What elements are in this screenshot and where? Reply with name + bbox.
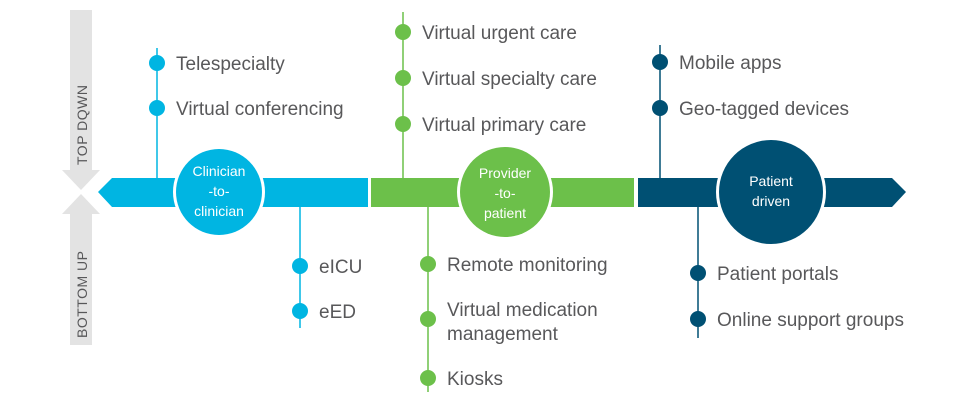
provider-group: Virtual urgent care Virtual specialty car… <box>395 12 608 392</box>
patient-circle <box>719 140 823 244</box>
circle-label: -to- <box>209 183 230 199</box>
bottom-item: eED <box>319 302 356 323</box>
top-item: Virtual primary care <box>422 115 586 136</box>
top-item: Virtual conferencing <box>176 99 344 120</box>
circle-label: driven <box>752 193 790 209</box>
circle-label: Patient <box>749 173 793 189</box>
bottom-item: Remote monitoring <box>447 255 608 276</box>
patient-group: Mobile apps Geo-tagged devices Patient por… <box>652 45 904 338</box>
clinician-group: Telespecialty Virtual conferencing eICU eED… <box>149 48 362 328</box>
bullet-dot <box>149 55 165 71</box>
bullet-dot <box>395 70 411 86</box>
bottom-item: Online support groups <box>717 310 904 331</box>
bottom-item: Virtual medication management <box>447 300 598 345</box>
circle-label: patient <box>484 205 526 221</box>
bottom-item: eICU <box>319 257 362 278</box>
bullet-dot <box>395 116 411 132</box>
bullet-dot <box>420 256 436 272</box>
circle-label: Clinician <box>193 163 246 179</box>
top-item: Virtual specialty care <box>422 69 597 90</box>
bullet-dot <box>420 370 436 386</box>
provider-circle <box>460 147 550 237</box>
bottom-up-arrow: BOTTOM UP <box>62 194 100 345</box>
top-item: Mobile apps <box>679 53 781 74</box>
circle-label: Provider <box>479 165 531 181</box>
bullet-dot <box>690 311 706 327</box>
top-item: Geo-tagged devices <box>679 99 849 120</box>
top-down-arrow: TOP DQWN <box>62 10 100 190</box>
top-item: Virtual urgent care <box>422 23 577 44</box>
bottom-up-label: BOTTOM UP <box>74 251 90 338</box>
bottom-item: Patient portals <box>717 264 838 285</box>
top-item: Telespecialty <box>176 54 285 75</box>
top-down-label: TOP DQWN <box>74 85 90 166</box>
clinician-circle <box>176 149 262 235</box>
bullet-dot <box>652 54 668 70</box>
bullet-dot <box>149 100 165 116</box>
bullet-dot <box>690 265 706 281</box>
bullet-dot <box>292 258 308 274</box>
bullet-dot <box>395 24 411 40</box>
circle-label: -to- <box>495 185 516 201</box>
circle-label: clinician <box>194 203 244 219</box>
bullet-dot <box>292 303 308 319</box>
bottom-item: Kiosks <box>447 369 503 390</box>
bullet-dot <box>420 311 436 327</box>
bullet-dot <box>652 100 668 116</box>
